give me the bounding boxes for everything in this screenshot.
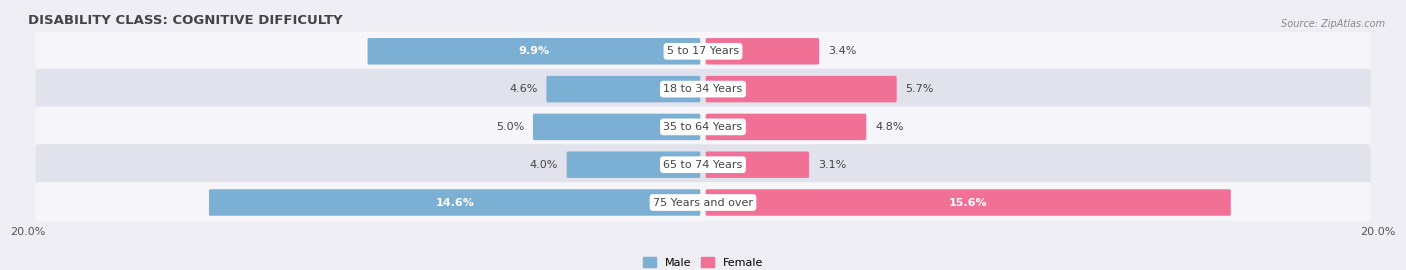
FancyBboxPatch shape	[567, 151, 700, 178]
FancyBboxPatch shape	[209, 189, 700, 216]
FancyBboxPatch shape	[367, 38, 700, 65]
FancyBboxPatch shape	[706, 189, 1230, 216]
Text: 14.6%: 14.6%	[436, 197, 474, 208]
FancyBboxPatch shape	[533, 114, 700, 140]
Text: 4.6%: 4.6%	[509, 84, 537, 94]
FancyBboxPatch shape	[706, 114, 866, 140]
Text: 3.1%: 3.1%	[818, 160, 846, 170]
FancyBboxPatch shape	[706, 76, 897, 102]
FancyBboxPatch shape	[35, 182, 1371, 223]
Text: DISABILITY CLASS: COGNITIVE DIFFICULTY: DISABILITY CLASS: COGNITIVE DIFFICULTY	[28, 14, 343, 27]
FancyBboxPatch shape	[35, 31, 1371, 72]
Text: Source: ZipAtlas.com: Source: ZipAtlas.com	[1281, 19, 1385, 29]
FancyBboxPatch shape	[706, 151, 808, 178]
Text: 3.4%: 3.4%	[828, 46, 856, 56]
Text: 4.0%: 4.0%	[530, 160, 558, 170]
Text: 35 to 64 Years: 35 to 64 Years	[664, 122, 742, 132]
Legend: Male, Female: Male, Female	[638, 253, 768, 270]
Text: 75 Years and over: 75 Years and over	[652, 197, 754, 208]
Text: 5.0%: 5.0%	[496, 122, 524, 132]
FancyBboxPatch shape	[547, 76, 700, 102]
Text: 4.8%: 4.8%	[875, 122, 904, 132]
FancyBboxPatch shape	[706, 38, 820, 65]
Text: 15.6%: 15.6%	[949, 197, 987, 208]
Text: 5.7%: 5.7%	[905, 84, 934, 94]
Text: 18 to 34 Years: 18 to 34 Years	[664, 84, 742, 94]
Text: 9.9%: 9.9%	[519, 46, 550, 56]
Text: 65 to 74 Years: 65 to 74 Years	[664, 160, 742, 170]
FancyBboxPatch shape	[35, 144, 1371, 185]
FancyBboxPatch shape	[35, 106, 1371, 147]
Text: 5 to 17 Years: 5 to 17 Years	[666, 46, 740, 56]
FancyBboxPatch shape	[35, 69, 1371, 110]
